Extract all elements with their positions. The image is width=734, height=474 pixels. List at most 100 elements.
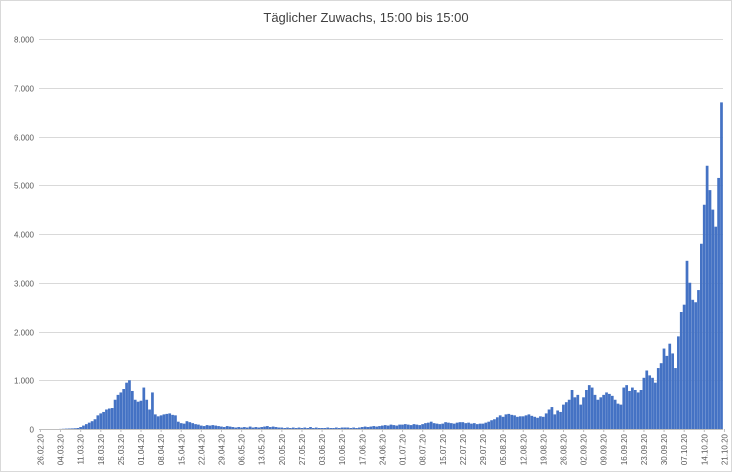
bar — [225, 426, 229, 429]
bar — [415, 424, 419, 429]
bar — [593, 394, 597, 430]
bar — [185, 421, 189, 429]
bar — [107, 408, 111, 429]
bar — [674, 368, 677, 429]
bar — [691, 299, 695, 429]
bar — [257, 427, 261, 429]
bar — [277, 427, 281, 429]
bar — [567, 399, 571, 429]
bar — [145, 399, 149, 429]
bar — [130, 390, 134, 429]
bar — [231, 427, 235, 429]
bar — [179, 423, 183, 429]
bar — [633, 390, 637, 429]
bar — [720, 102, 723, 430]
bar — [510, 414, 514, 429]
bar — [358, 427, 361, 429]
x-tick-label: 08.07.20 — [419, 433, 428, 465]
bar — [521, 416, 525, 429]
x-tick-label: 22.04.20 — [197, 433, 206, 465]
x-tick-label: 23.09.20 — [640, 433, 649, 465]
x-tick-label: 02.09.20 — [580, 433, 589, 465]
bar — [139, 400, 143, 429]
y-tick-label: 8.000 — [14, 36, 35, 45]
bar — [148, 409, 151, 429]
y-tick-label: 7.000 — [14, 85, 35, 94]
bar — [421, 424, 424, 430]
bar — [424, 423, 427, 429]
bar — [122, 389, 126, 429]
bar — [237, 427, 241, 429]
bar — [622, 387, 626, 429]
bar — [254, 427, 258, 429]
bar — [128, 380, 131, 429]
x-tick-label: 08.04.20 — [157, 433, 166, 465]
bar — [191, 423, 195, 429]
bar — [616, 403, 620, 429]
bar — [156, 416, 160, 429]
bar — [234, 427, 238, 429]
bar — [159, 415, 163, 429]
bar — [294, 428, 298, 429]
x-tick-label: 01.04.20 — [137, 433, 146, 465]
x-tick-label: 17.06.20 — [358, 433, 367, 465]
bar — [217, 426, 220, 429]
y-tick-label: 1.000 — [14, 377, 35, 386]
bar — [320, 428, 324, 429]
bar — [73, 428, 77, 429]
bar — [682, 304, 686, 429]
bar — [694, 302, 697, 429]
bar — [82, 425, 85, 429]
bar — [493, 419, 496, 429]
bar — [504, 414, 508, 430]
x-tick-label: 01.07.20 — [399, 433, 408, 465]
bar — [507, 413, 511, 429]
bar — [654, 382, 657, 429]
bar — [671, 353, 674, 429]
bar — [562, 404, 565, 430]
bar — [596, 399, 600, 429]
bar — [501, 416, 505, 429]
bar — [199, 425, 203, 429]
bar — [105, 409, 108, 429]
x-tick-label: 03.06.20 — [318, 433, 327, 465]
bar — [398, 424, 401, 429]
bar — [409, 425, 413, 429]
bar — [585, 390, 588, 429]
x-tick-label: 30.09.20 — [660, 433, 669, 465]
bar — [527, 414, 531, 430]
bar — [677, 336, 680, 430]
bar — [524, 415, 528, 429]
bar — [383, 425, 387, 429]
bar — [628, 390, 631, 429]
bar — [490, 420, 493, 429]
y-tick-label: 3.000 — [14, 280, 35, 289]
bar — [197, 424, 200, 429]
bar — [406, 424, 410, 429]
bar — [708, 190, 712, 429]
bar — [317, 428, 321, 429]
bar — [530, 415, 534, 429]
bar — [472, 423, 476, 429]
x-tick-label: 22.07.20 — [459, 433, 468, 465]
bar — [243, 427, 246, 429]
bar — [458, 422, 462, 429]
bar — [700, 243, 703, 429]
x-tick-label: 06.05.20 — [238, 433, 247, 465]
bar — [340, 427, 344, 429]
bar — [389, 424, 393, 429]
bar — [470, 423, 473, 429]
bar — [248, 426, 252, 429]
bar — [668, 343, 672, 429]
bar — [372, 426, 376, 429]
bar — [697, 290, 700, 429]
bar — [346, 427, 350, 429]
y-tick-label: 4.000 — [14, 231, 35, 240]
x-tick-label: 15.07.20 — [439, 433, 448, 465]
bar — [418, 425, 422, 429]
bar — [360, 427, 364, 429]
x-tick-label: 18.03.20 — [97, 433, 106, 465]
bar — [182, 423, 186, 429]
y-tick-label: 2.000 — [14, 329, 35, 338]
